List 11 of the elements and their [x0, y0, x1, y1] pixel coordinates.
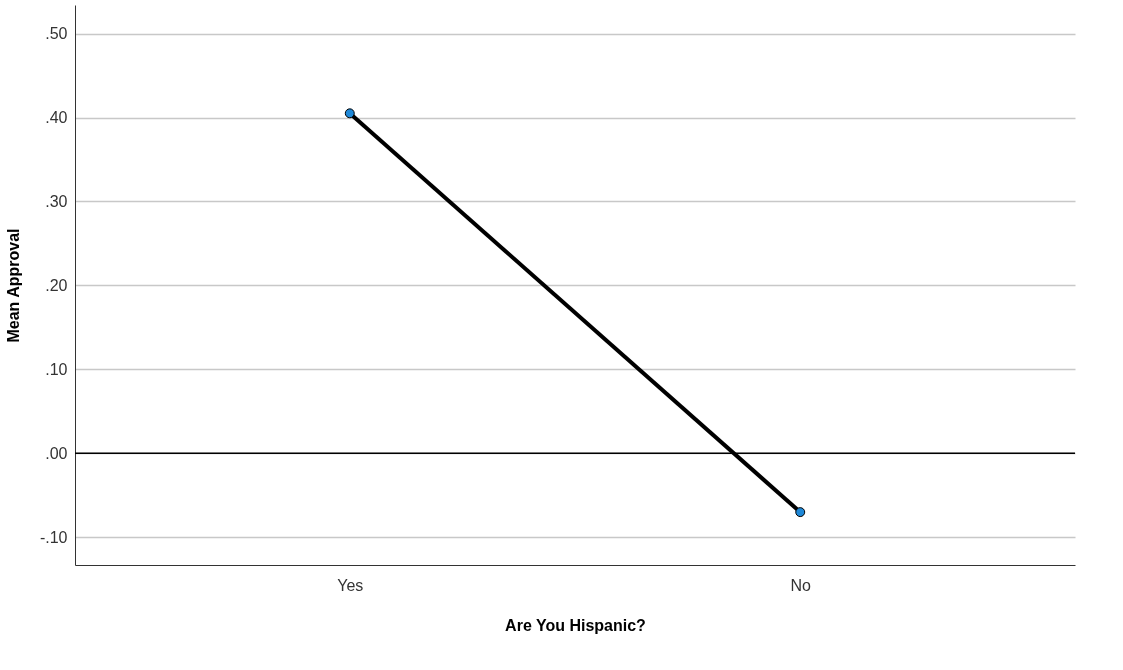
y-tick-label: -.10: [39, 528, 68, 546]
x-tick-label: Yes: [337, 576, 364, 594]
y-tick-label: .20: [45, 276, 68, 294]
y-tick-label: .00: [45, 444, 68, 462]
y-tick-label: .10: [45, 360, 68, 378]
x-tick-label: No: [790, 576, 812, 594]
y-tick-label: .40: [45, 109, 68, 126]
y-tick-label: .50: [45, 25, 68, 43]
y-tick-label: .30: [45, 192, 68, 210]
x-axis-title: Are You Hispanic?: [505, 616, 646, 634]
y-axis-title: Mean Approval: [4, 228, 22, 343]
